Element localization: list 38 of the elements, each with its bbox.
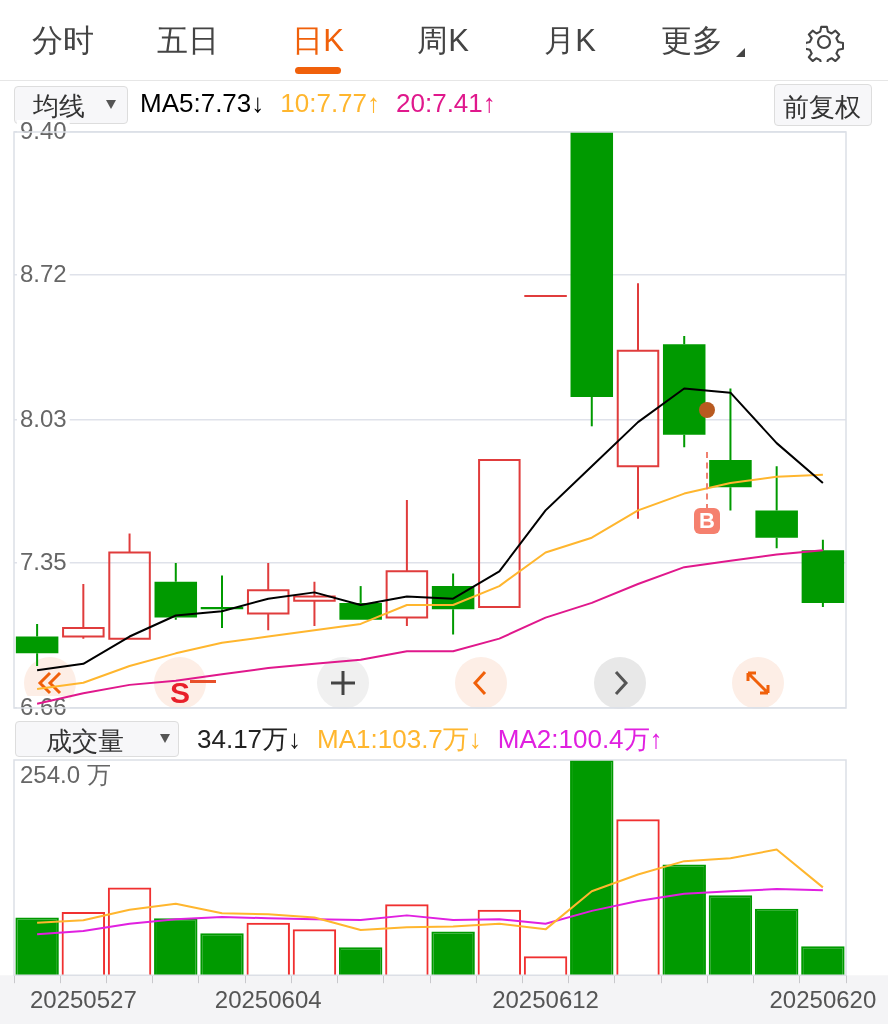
- text: 前复权: [783, 91, 861, 124]
- candlestick: [293, 580, 336, 628]
- text: 月K: [543, 22, 597, 60]
- text: MA2:100.4万↑: [497, 723, 663, 756]
- candlestick: [755, 465, 798, 550]
- text: 分时: [31, 22, 95, 60]
- text: MA5:7.73↓: [140, 88, 265, 119]
- candlestick: [154, 561, 198, 621]
- text: 20:7.41↑: [396, 88, 496, 119]
- candlestick: [15, 622, 59, 667]
- text: 五日: [156, 22, 220, 60]
- candlestick: [385, 498, 429, 628]
- annotation: B: [694, 508, 720, 534]
- x-tick-label: 20250620: [769, 986, 877, 1014]
- text: 均线: [33, 90, 85, 122]
- annotation: S: [170, 676, 191, 710]
- text: 更多: [660, 22, 724, 60]
- y-tick-label: 7.35: [20, 547, 67, 575]
- y-tick-label: 8.03: [20, 404, 67, 432]
- candlestick: [246, 561, 290, 632]
- text: 成交量: [46, 725, 124, 758]
- text: MA1:103.7万↓: [317, 723, 482, 756]
- text: 日K: [291, 22, 345, 60]
- y-tick-label: 8.72: [20, 259, 67, 287]
- candlestick: [801, 538, 845, 609]
- text: 10:7.77↑: [280, 88, 381, 119]
- text: 周K: [416, 22, 470, 60]
- y-tick-label: 6.66: [20, 692, 67, 720]
- annotation: 254.0 万: [20, 760, 111, 788]
- x-tick-label: 20250612: [492, 986, 599, 1014]
- candlestick: [108, 532, 151, 640]
- candlestick: [570, 132, 614, 428]
- text: 34.17万↓: [197, 723, 302, 756]
- x-tick-label: 20250604: [214, 986, 322, 1014]
- candlestick: [339, 585, 382, 620]
- candlestick: [62, 582, 105, 640]
- candlestick: [616, 282, 660, 520]
- x-tick-label: 20250527: [29, 986, 137, 1014]
